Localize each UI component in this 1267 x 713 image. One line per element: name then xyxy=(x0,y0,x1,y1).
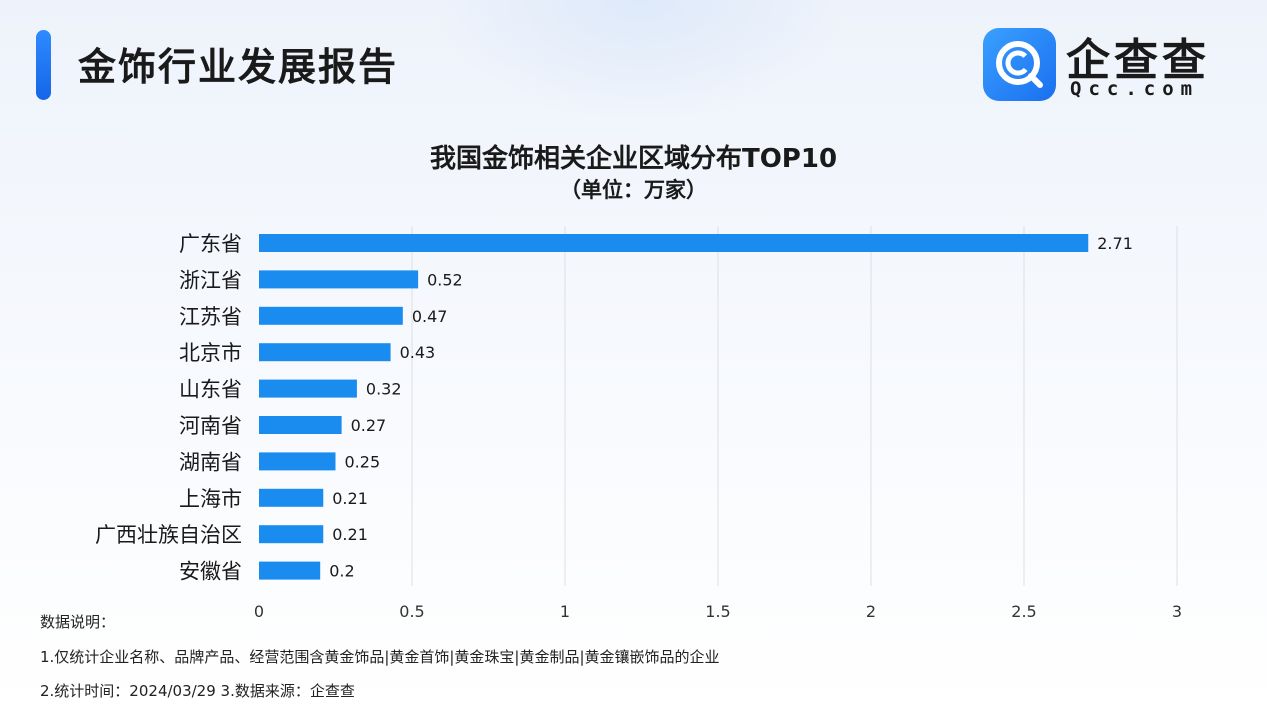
x-tick-label-3: 1.5 xyxy=(705,602,730,621)
value-label-2: 0.47 xyxy=(412,307,448,326)
category-label-9: 安徽省 xyxy=(179,560,242,584)
chart-title: 我国金饰相关企业区域分布TOP10 xyxy=(429,144,838,174)
x-tick-label-0: 0 xyxy=(254,602,264,621)
bar-0 xyxy=(259,234,1089,252)
x-tick-label-4: 2 xyxy=(866,602,876,621)
value-label-6: 0.25 xyxy=(345,452,381,471)
logo-domain: Qcc.com xyxy=(1070,78,1200,100)
bar-8 xyxy=(259,525,324,544)
notes-line-1: 1.仅统计企业名称、品牌产品、经营范围含黄金饰品|黄金首饰|黄金珠宝|黄金制品|… xyxy=(40,648,720,666)
category-label-8: 广西壮族自治区 xyxy=(95,523,242,547)
x-tick-label-5: 2.5 xyxy=(1011,602,1036,621)
category-label-3: 北京市 xyxy=(179,341,242,365)
value-label-1: 0.52 xyxy=(427,270,463,289)
bar-6 xyxy=(259,452,336,471)
category-label-1: 浙江省 xyxy=(179,268,242,292)
bar-9 xyxy=(259,561,321,580)
bar-2 xyxy=(259,306,403,325)
page-title: 金饰行业发展报告 xyxy=(78,45,399,89)
value-label-9: 0.2 xyxy=(329,562,354,581)
bar-7 xyxy=(259,488,324,507)
value-label-8: 0.21 xyxy=(332,525,368,544)
bar-5 xyxy=(259,416,342,434)
bar-1 xyxy=(259,270,419,289)
notes-heading: 数据说明： xyxy=(40,613,116,631)
title-accent-bar xyxy=(36,30,51,100)
x-tick-label-1: 0.5 xyxy=(399,602,424,621)
category-label-4: 山东省 xyxy=(179,378,242,402)
logo-name: 企查查 xyxy=(1066,35,1210,86)
notes-line-2: 2.统计时间：2024/03/29 3.数据来源：企查查 xyxy=(40,682,355,700)
value-label-4: 0.32 xyxy=(366,380,402,399)
bar-4 xyxy=(259,379,357,398)
category-label-6: 湖南省 xyxy=(179,450,242,474)
category-label-7: 上海市 xyxy=(179,487,242,511)
bar-3 xyxy=(259,343,391,362)
category-label-2: 江苏省 xyxy=(179,305,242,329)
chart-unit: （单位：万家） xyxy=(560,178,707,202)
value-label-3: 0.43 xyxy=(400,343,436,362)
category-label-0: 广东省 xyxy=(179,232,242,256)
x-tick-label-2: 1 xyxy=(560,602,570,621)
value-label-0: 2.71 xyxy=(1097,234,1133,253)
value-label-5: 0.27 xyxy=(351,416,387,435)
category-label-5: 河南省 xyxy=(179,414,242,438)
x-tick-label-6: 3 xyxy=(1172,602,1182,621)
qcc-logo: 企查查 Qcc.com xyxy=(983,28,1223,104)
value-label-7: 0.21 xyxy=(332,489,368,508)
qcc-magnifier-icon xyxy=(983,28,1056,101)
